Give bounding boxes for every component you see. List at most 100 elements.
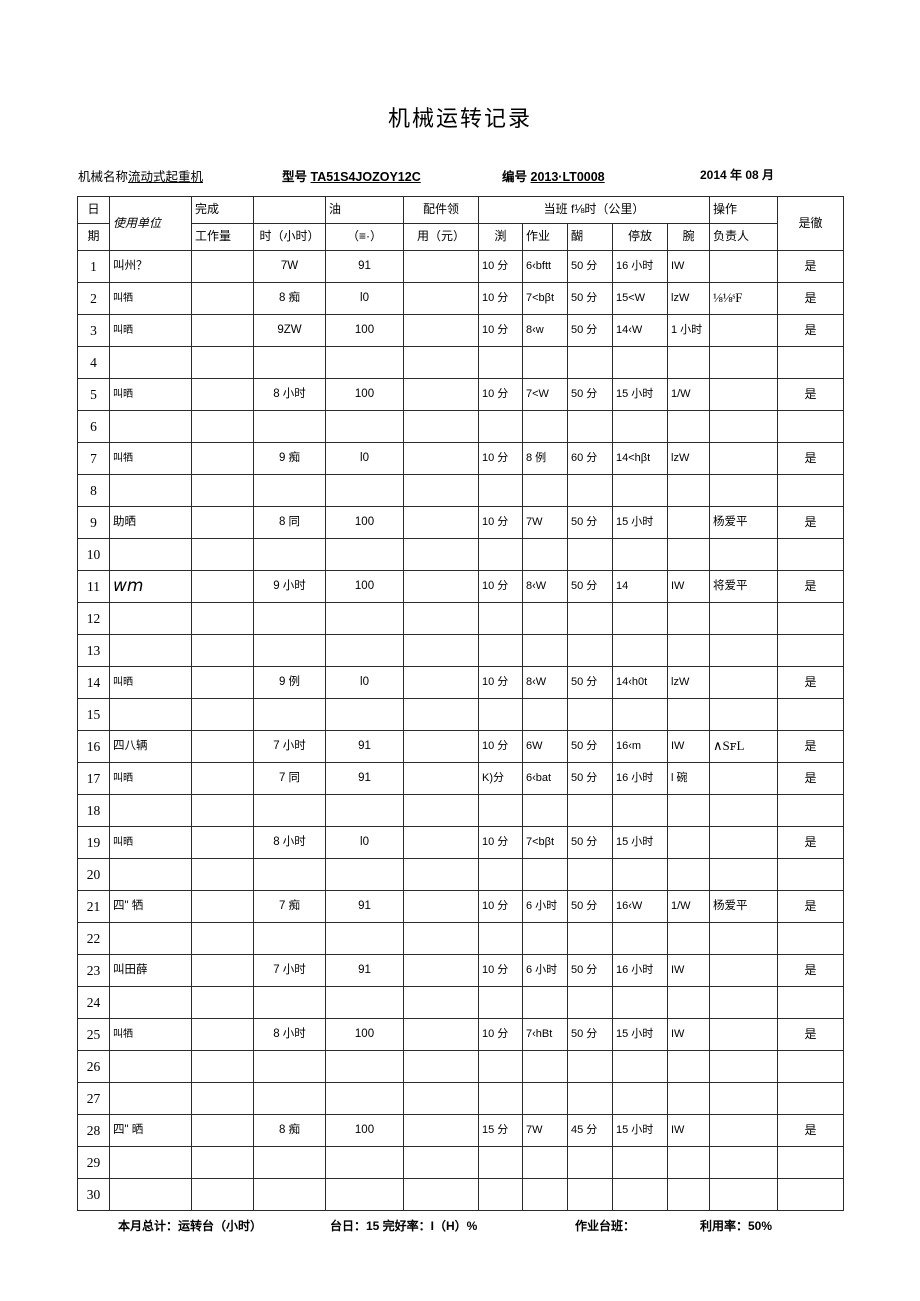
cell-workload[interactable] bbox=[191, 634, 254, 667]
cell-shift-3[interactable]: 50 分 bbox=[567, 378, 613, 411]
cell-completed[interactable]: 是 bbox=[777, 378, 845, 411]
cell-oil[interactable]: l0 bbox=[325, 826, 404, 859]
cell-shift-3[interactable]: 50 分 bbox=[567, 890, 613, 923]
cell-shift-4[interactable]: 16 小时 bbox=[612, 250, 668, 283]
cell-operator[interactable] bbox=[709, 1146, 779, 1179]
cell-operator[interactable] bbox=[709, 442, 779, 475]
cell-oil[interactable]: l0 bbox=[325, 442, 404, 475]
cell-hours[interactable]: 9 例 bbox=[253, 666, 326, 699]
cell-date[interactable]: 21 bbox=[77, 890, 110, 923]
cell-shift-4[interactable]: 16‹m bbox=[612, 730, 668, 763]
cell-parts[interactable] bbox=[403, 410, 479, 443]
cell-workload[interactable] bbox=[191, 602, 254, 635]
cell-completed[interactable]: 是 bbox=[777, 282, 845, 315]
cell-completed[interactable] bbox=[777, 1050, 845, 1083]
cell-workload[interactable] bbox=[191, 1050, 254, 1083]
cell-operator[interactable] bbox=[709, 1114, 779, 1147]
cell-hours[interactable]: 8 痴 bbox=[253, 1114, 326, 1147]
cell-completed[interactable]: 是 bbox=[777, 762, 845, 795]
cell-shift-1[interactable]: 10 分 bbox=[478, 954, 523, 987]
cell-workload[interactable] bbox=[191, 538, 254, 571]
cell-parts[interactable] bbox=[403, 986, 479, 1019]
cell-unit[interactable] bbox=[109, 858, 192, 891]
cell-shift-4[interactable] bbox=[612, 410, 668, 443]
cell-operator[interactable] bbox=[709, 986, 779, 1019]
cell-unit[interactable]: wm bbox=[109, 570, 192, 603]
cell-shift-4[interactable] bbox=[612, 1050, 668, 1083]
cell-parts[interactable] bbox=[403, 282, 479, 315]
cell-shift-4[interactable] bbox=[612, 794, 668, 827]
cell-completed[interactable]: 是 bbox=[777, 826, 845, 859]
cell-unit[interactable] bbox=[109, 698, 192, 731]
cell-shift-3[interactable] bbox=[567, 858, 613, 891]
cell-shift-3[interactable] bbox=[567, 602, 613, 635]
cell-hours[interactable]: 8 小时 bbox=[253, 1018, 326, 1051]
cell-completed[interactable] bbox=[777, 538, 845, 571]
cell-date[interactable]: 3 bbox=[77, 314, 110, 347]
cell-operator[interactable] bbox=[709, 698, 779, 731]
cell-shift-3[interactable]: 45 分 bbox=[567, 1114, 613, 1147]
cell-hours[interactable]: 8 小时 bbox=[253, 826, 326, 859]
cell-workload[interactable] bbox=[191, 314, 254, 347]
cell-workload[interactable] bbox=[191, 474, 254, 507]
cell-shift-4[interactable]: 15 小时 bbox=[612, 826, 668, 859]
cell-shift-2[interactable]: 7<W bbox=[522, 378, 568, 411]
cell-shift-4[interactable]: 16 小时 bbox=[612, 762, 668, 795]
cell-shift-1[interactable]: K)分 bbox=[478, 762, 523, 795]
cell-oil[interactable]: 100 bbox=[325, 1018, 404, 1051]
cell-completed[interactable] bbox=[777, 346, 845, 379]
cell-shift-5[interactable] bbox=[666, 1178, 711, 1211]
cell-oil[interactable]: 91 bbox=[325, 250, 404, 283]
cell-workload[interactable] bbox=[191, 794, 254, 827]
cell-shift-2[interactable] bbox=[522, 1178, 568, 1211]
cell-parts[interactable] bbox=[403, 1082, 479, 1115]
cell-shift-4[interactable]: 14<hβt bbox=[612, 442, 668, 475]
cell-shift-4[interactable] bbox=[612, 538, 668, 571]
cell-shift-3[interactable]: 50 分 bbox=[567, 730, 613, 763]
cell-hours[interactable]: 9ZW bbox=[253, 314, 326, 347]
cell-date[interactable]: 4 bbox=[77, 346, 110, 379]
cell-operator[interactable] bbox=[709, 346, 779, 379]
cell-shift-3[interactable] bbox=[567, 1178, 613, 1211]
cell-shift-3[interactable]: 50 分 bbox=[567, 506, 613, 539]
cell-unit[interactable]: 四八辆 bbox=[109, 730, 192, 763]
cell-hours[interactable]: 7 小时 bbox=[253, 730, 326, 763]
cell-completed[interactable] bbox=[777, 1082, 845, 1115]
cell-oil[interactable] bbox=[325, 1178, 404, 1211]
cell-hours[interactable] bbox=[253, 634, 326, 667]
cell-unit[interactable]: 叫晒 bbox=[109, 666, 192, 699]
cell-shift-2[interactable]: 6W bbox=[522, 730, 568, 763]
cell-shift-3[interactable] bbox=[567, 794, 613, 827]
cell-date[interactable]: 26 bbox=[77, 1050, 110, 1083]
cell-operator[interactable] bbox=[709, 954, 779, 987]
cell-unit[interactable]: 四" 晒 bbox=[109, 1114, 192, 1147]
cell-shift-4[interactable]: 14 bbox=[612, 570, 668, 603]
cell-operator[interactable] bbox=[709, 666, 779, 699]
cell-shift-3[interactable]: 50 分 bbox=[567, 954, 613, 987]
cell-shift-4[interactable] bbox=[612, 1178, 668, 1211]
cell-parts[interactable] bbox=[403, 666, 479, 699]
cell-parts[interactable] bbox=[403, 1146, 479, 1179]
cell-shift-2[interactable] bbox=[522, 698, 568, 731]
cell-shift-2[interactable] bbox=[522, 602, 568, 635]
cell-hours[interactable] bbox=[253, 1082, 326, 1115]
cell-shift-5[interactable] bbox=[666, 698, 711, 731]
cell-unit[interactable]: 叫牺 bbox=[109, 282, 192, 315]
cell-shift-5[interactable] bbox=[666, 634, 711, 667]
cell-workload[interactable] bbox=[191, 890, 254, 923]
cell-shift-3[interactable] bbox=[567, 634, 613, 667]
cell-shift-1[interactable] bbox=[478, 602, 523, 635]
cell-shift-5[interactable]: IW bbox=[666, 730, 711, 763]
cell-completed[interactable] bbox=[777, 474, 845, 507]
cell-shift-4[interactable] bbox=[612, 986, 668, 1019]
cell-workload[interactable] bbox=[191, 730, 254, 763]
cell-operator[interactable] bbox=[709, 474, 779, 507]
cell-workload[interactable] bbox=[191, 442, 254, 475]
cell-completed[interactable] bbox=[777, 410, 845, 443]
cell-hours[interactable] bbox=[253, 698, 326, 731]
cell-unit[interactable] bbox=[109, 1050, 192, 1083]
cell-shift-5[interactable] bbox=[666, 410, 711, 443]
cell-shift-2[interactable] bbox=[522, 1050, 568, 1083]
cell-completed[interactable] bbox=[777, 858, 845, 891]
cell-parts[interactable] bbox=[403, 922, 479, 955]
